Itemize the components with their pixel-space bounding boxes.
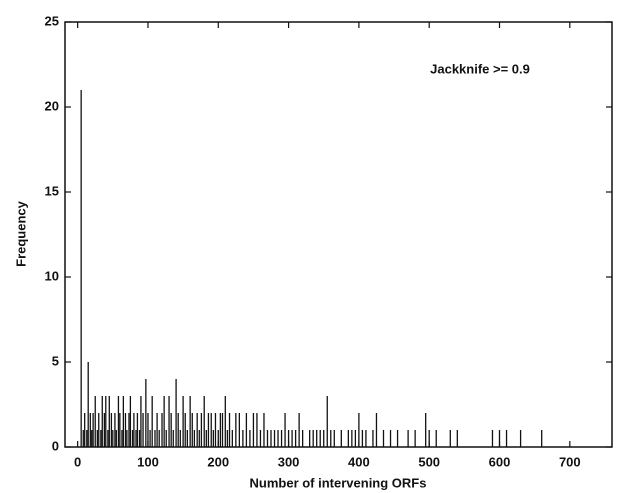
x-tick-label: 200 bbox=[207, 454, 229, 469]
annotation: Jackknife >= 0.9 bbox=[430, 61, 530, 76]
x-tick-label: 300 bbox=[278, 454, 300, 469]
x-tick-label: 600 bbox=[489, 454, 511, 469]
x-tick-label: 500 bbox=[418, 454, 440, 469]
y-axis-label: Frequency bbox=[13, 200, 28, 267]
y-tick-label: 20 bbox=[45, 98, 59, 113]
x-tick-label: 0 bbox=[74, 454, 81, 469]
y-tick-label: 0 bbox=[52, 438, 59, 453]
plot-frame bbox=[64, 21, 613, 448]
x-tick-label: 100 bbox=[137, 454, 159, 469]
y-tick-label: 10 bbox=[45, 268, 59, 283]
y-tick-label: 15 bbox=[45, 183, 59, 198]
x-tick-label: 400 bbox=[348, 454, 370, 469]
x-tick-label: 700 bbox=[559, 454, 581, 469]
y-tick-label: 25 bbox=[45, 13, 59, 28]
y-tick-label: 5 bbox=[52, 353, 59, 368]
x-axis-label: Number of intervening ORFs bbox=[250, 475, 427, 490]
